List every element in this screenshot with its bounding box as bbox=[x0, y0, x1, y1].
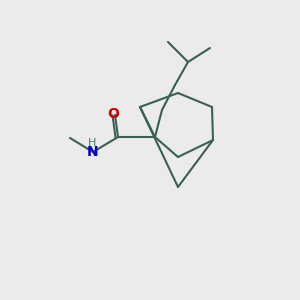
Text: O: O bbox=[107, 107, 119, 121]
Text: H: H bbox=[88, 138, 96, 148]
Text: N: N bbox=[87, 145, 99, 159]
